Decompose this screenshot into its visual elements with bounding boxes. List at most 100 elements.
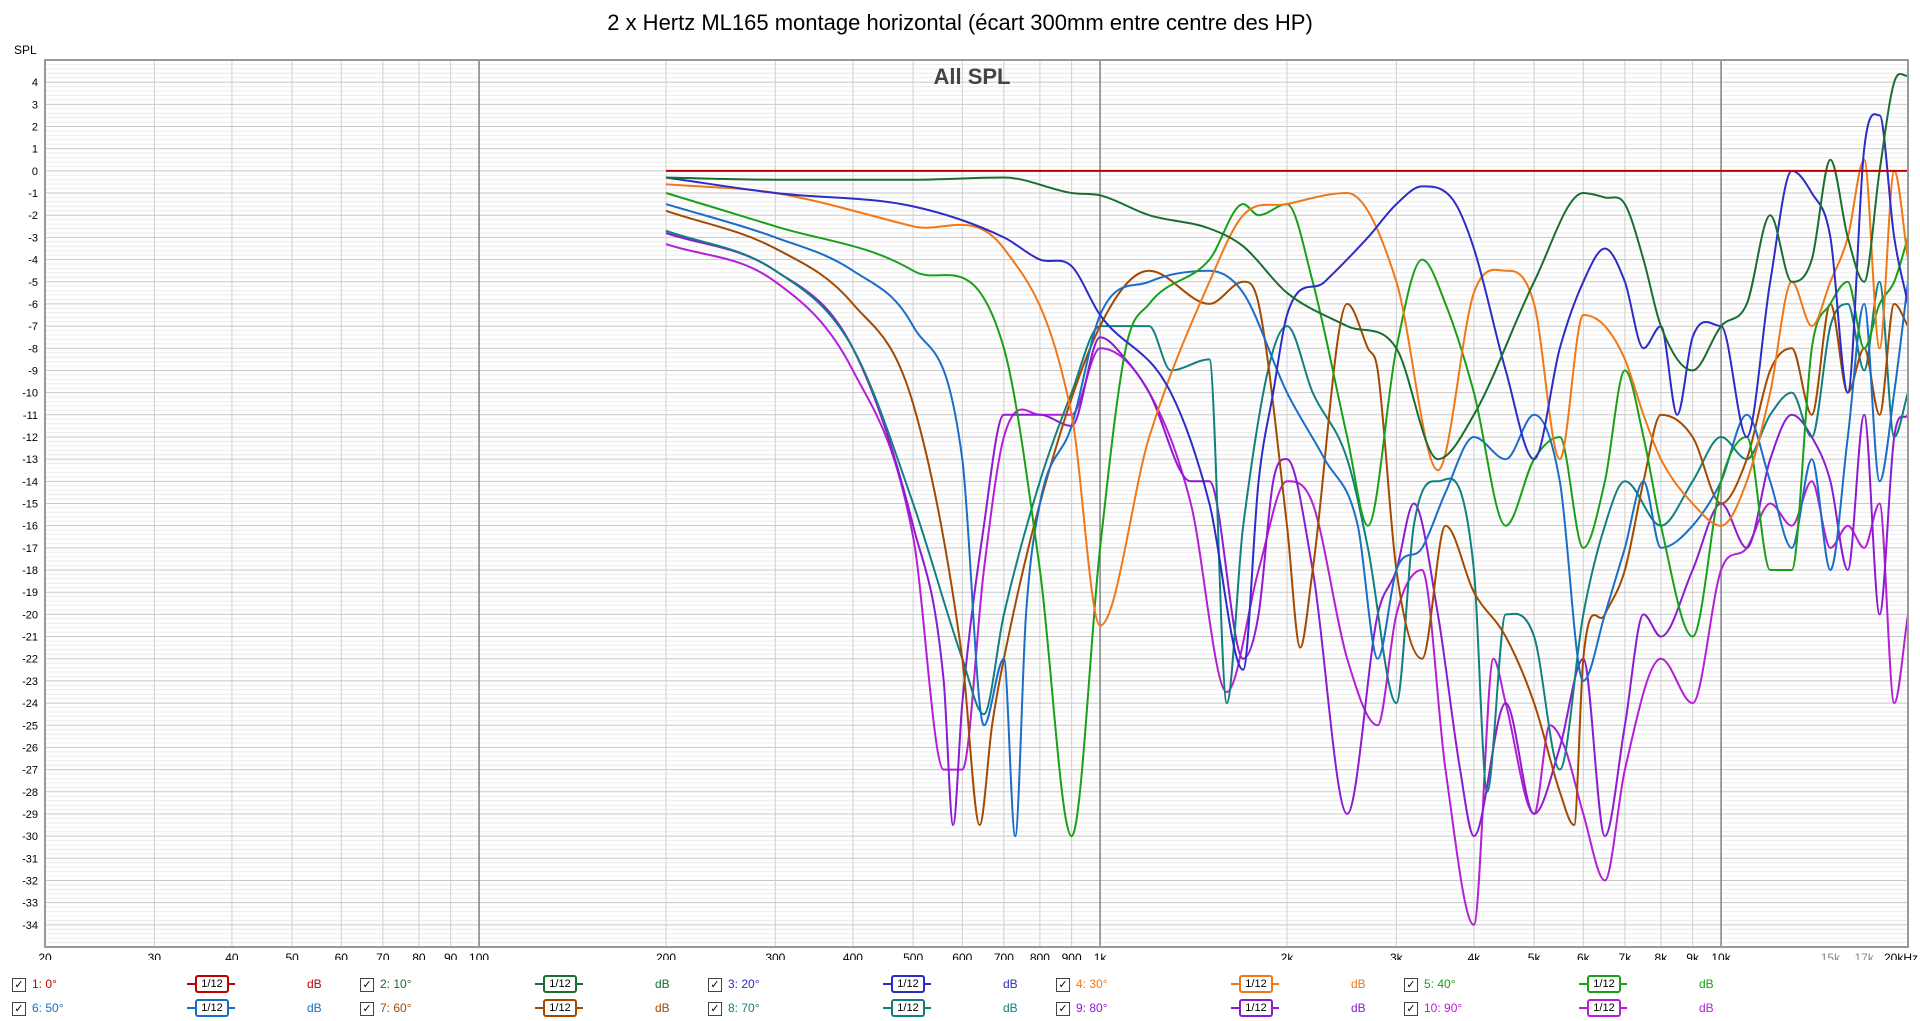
x-tick-label: 90	[444, 951, 458, 960]
legend-unit: dB	[1699, 977, 1714, 991]
legend-unit: dB	[307, 977, 322, 991]
legend-smoothing-label: 1/12	[891, 975, 925, 993]
x-tick-label: 15k	[1821, 951, 1841, 960]
legend-smoothing-label: 1/12	[891, 999, 925, 1017]
legend-smoothing-button[interactable]: 1/12	[1231, 974, 1279, 993]
x-tick-label: 2k	[1281, 951, 1295, 960]
legend-unit: dB	[1351, 1001, 1366, 1015]
y-tick-label: -14	[22, 476, 38, 488]
legend-unit: dB	[1351, 977, 1366, 991]
y-tick-label: -17	[22, 543, 38, 555]
y-tick-label: -18	[22, 565, 38, 577]
y-tick-label: -23	[22, 676, 38, 688]
legend-checkbox[interactable]: ✓	[1404, 1002, 1418, 1016]
chart-svg: 20 30 40 50 60 70 80 90 100 200 300 400 500 600 700 800…	[14, 43, 1918, 960]
series-line-7	[665, 209, 1909, 826]
x-tick-label: 80	[412, 951, 426, 960]
y-tick-label: -7	[28, 321, 38, 333]
legend-smoothing-label: 1/12	[1587, 999, 1621, 1017]
x-tick-label: 60	[335, 951, 349, 960]
y-tick-label: 4	[32, 77, 38, 89]
y-tick-label: 0	[32, 166, 38, 178]
y-tick-label: 2	[32, 122, 38, 134]
legend-smoothing-label: 1/12	[1239, 999, 1273, 1017]
y-tick-label: -26	[22, 742, 38, 754]
legend-smoothing-button[interactable]: 1/12	[535, 998, 583, 1017]
y-tick-label: -25	[22, 720, 38, 732]
x-tick-label: 40	[225, 951, 239, 960]
y-tick-label: -9	[28, 365, 38, 377]
series-line-8	[665, 229, 1909, 793]
y-tick-label: -33	[22, 898, 38, 910]
legend-label: 3: 20°	[728, 977, 760, 991]
legend-row-1: ✓ 1: 0° 1/12 dB ✓ 2: 10° 1/12 dB ✓ 3: 20° 1/12 dB ✓ 4…	[0, 975, 1920, 997]
legend-checkbox[interactable]: ✓	[360, 1002, 374, 1016]
legend-label: 1: 0°	[32, 977, 57, 991]
legend-smoothing-button[interactable]: 1/12	[883, 974, 931, 993]
legend-smoothing-label: 1/12	[1587, 975, 1621, 993]
x-tick-label: 7k	[1619, 951, 1633, 960]
x-tick-label: 50	[285, 951, 299, 960]
legend-unit: dB	[1699, 1001, 1714, 1015]
legend-label: 7: 60°	[380, 1001, 412, 1015]
y-tick-label: -6	[28, 299, 38, 311]
legend-row-2: ✓ 6: 50° 1/12 dB ✓ 7: 60° 1/12 dB ✓ 8: 70° 1/12 dB ✓…	[0, 999, 1920, 1021]
series-line-4	[665, 158, 1909, 627]
legend-smoothing-button[interactable]: 1/12	[1231, 998, 1279, 1017]
series-lines	[665, 72, 1909, 926]
x-tick-label: 30	[148, 951, 162, 960]
y-tick-label: -12	[22, 432, 38, 444]
inner-title: All SPL	[933, 64, 1010, 89]
y-tick-label: -13	[22, 454, 38, 466]
y-tick-label: 3	[32, 99, 38, 111]
series-line-10	[665, 243, 1909, 926]
series-line-3	[665, 113, 1909, 671]
y-tick-label: -27	[22, 765, 38, 777]
y-tick-label: -32	[22, 875, 38, 887]
legend-label: 6: 50°	[32, 1001, 64, 1015]
plot-frame	[44, 59, 1909, 948]
y-tick-label: -5	[28, 277, 38, 289]
y-tick-label: -8	[28, 343, 38, 355]
legend-unit: dB	[1003, 1001, 1018, 1015]
legend-smoothing-button[interactable]: 1/12	[187, 998, 235, 1017]
x-tick-label: 1k	[1094, 951, 1108, 960]
legend-checkbox[interactable]: ✓	[1056, 1002, 1070, 1016]
legend-smoothing-button[interactable]: 1/12	[535, 974, 583, 993]
legend-smoothing-label: 1/12	[1239, 975, 1273, 993]
y-tick-label: -28	[22, 787, 38, 799]
y-tick-label: -24	[22, 698, 38, 710]
legend-checkbox[interactable]: ✓	[1056, 978, 1070, 992]
y-tick-label: -15	[22, 499, 38, 511]
x-tick-label: 20kHz	[1884, 951, 1918, 960]
legend-checkbox[interactable]: ✓	[12, 1002, 26, 1016]
y-tick-label: -10	[22, 388, 38, 400]
grid	[44, 59, 1909, 948]
x-tick-label: 3k	[1390, 951, 1404, 960]
legend-checkbox[interactable]: ✓	[360, 978, 374, 992]
x-tick-label: 10k	[1711, 951, 1731, 960]
x-tick-label: 500	[903, 951, 923, 960]
y-tick-label: -3	[28, 232, 38, 244]
y-tick-label: -34	[22, 920, 38, 932]
legend-smoothing-button[interactable]: 1/12	[187, 974, 235, 993]
legend-checkbox[interactable]: ✓	[12, 978, 26, 992]
x-tick-label: 600	[952, 951, 972, 960]
legend-unit: dB	[1003, 977, 1018, 991]
series-line-6	[665, 203, 1909, 838]
legend-checkbox[interactable]: ✓	[708, 978, 722, 992]
x-tick-label: 8k	[1655, 951, 1669, 960]
legend-smoothing-button[interactable]: 1/12	[1579, 998, 1627, 1017]
x-tick-label: 5k	[1528, 951, 1542, 960]
legend-label: 10: 90°	[1424, 1001, 1463, 1015]
legend-checkbox[interactable]: ✓	[708, 1002, 722, 1016]
y-tick-label: 1	[32, 144, 38, 156]
x-tick-label: 400	[843, 951, 863, 960]
chart-title: 2 x Hertz ML165 montage horizontal (écar…	[607, 10, 1313, 35]
legend-label: 8: 70°	[728, 1001, 760, 1015]
legend-smoothing-button[interactable]: 1/12	[883, 998, 931, 1017]
legend-checkbox[interactable]: ✓	[1404, 978, 1418, 992]
x-tick-label: 6k	[1577, 951, 1591, 960]
series-line-2	[665, 72, 1909, 461]
legend-smoothing-button[interactable]: 1/12	[1579, 974, 1627, 993]
